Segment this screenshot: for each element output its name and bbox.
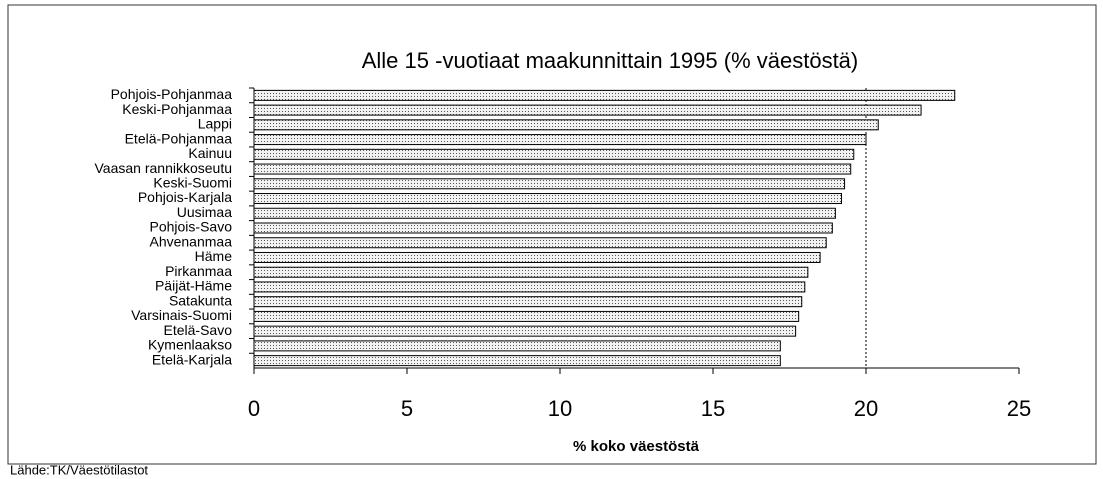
x-tick-label: 25 [1007, 396, 1031, 421]
y-tick-label: Ahvenanmaa [149, 233, 232, 249]
y-tick-label: Etelä-Savo [164, 322, 233, 338]
y-tick-label: Vaasan rannikkoseutu [95, 160, 233, 176]
bar [253, 89, 956, 101]
bar [253, 119, 879, 131]
y-tick-label: Päijät-Häme [155, 278, 232, 294]
x-axis-label: % koko väestöstä [573, 438, 700, 455]
y-tick-label: Kymenlaakso [148, 337, 232, 353]
x-tick-label: 10 [548, 396, 572, 421]
y-tick-label: Keski-Pohjanmaa [122, 101, 232, 117]
y-tick-label: Uusimaa [177, 204, 232, 220]
y-tick-label: Pohjois-Savo [150, 219, 233, 235]
bar [253, 325, 797, 337]
y-tick-label: Varsinais-Suomi [131, 307, 232, 323]
y-tick-label: Pohjois-Karjala [138, 189, 232, 205]
y-tick-label: Pohjois-Pohjanmaa [111, 86, 233, 102]
y-tick-label: Kainuu [188, 145, 232, 161]
chart-title: Alle 15 -vuotiaat maakunnittain 1995 (% … [362, 48, 859, 73]
bar [253, 193, 843, 205]
y-tick-label: Keski-Suomi [153, 174, 232, 190]
bar [253, 104, 922, 116]
bar [253, 148, 855, 160]
bar [253, 355, 781, 367]
y-tick-label: Häme [195, 248, 233, 264]
x-tick-label: 0 [248, 396, 260, 421]
bar [253, 178, 846, 190]
bar [253, 237, 827, 249]
bar [253, 281, 806, 293]
x-tick-label: 15 [701, 396, 725, 421]
bar [253, 251, 821, 263]
bar [253, 310, 800, 322]
bar [253, 163, 852, 175]
x-tick-label: 5 [401, 396, 413, 421]
x-tick-label: 20 [854, 396, 878, 421]
frame [7, 4, 1097, 465]
y-tick-label: Etelä-Karjala [152, 351, 232, 367]
bar [253, 296, 803, 308]
y-tick-label: Etelä-Pohjanmaa [125, 130, 233, 146]
y-tick-label: Pirkanmaa [165, 263, 232, 279]
bar [253, 340, 781, 352]
source-note: Lähde:TK/Väestötilastot [10, 462, 148, 477]
bar [253, 222, 833, 234]
y-tick-label: Lappi [198, 116, 232, 132]
bar [253, 266, 809, 278]
bar [253, 207, 836, 219]
y-tick-label: Satakunta [169, 292, 232, 308]
bar [253, 134, 867, 146]
